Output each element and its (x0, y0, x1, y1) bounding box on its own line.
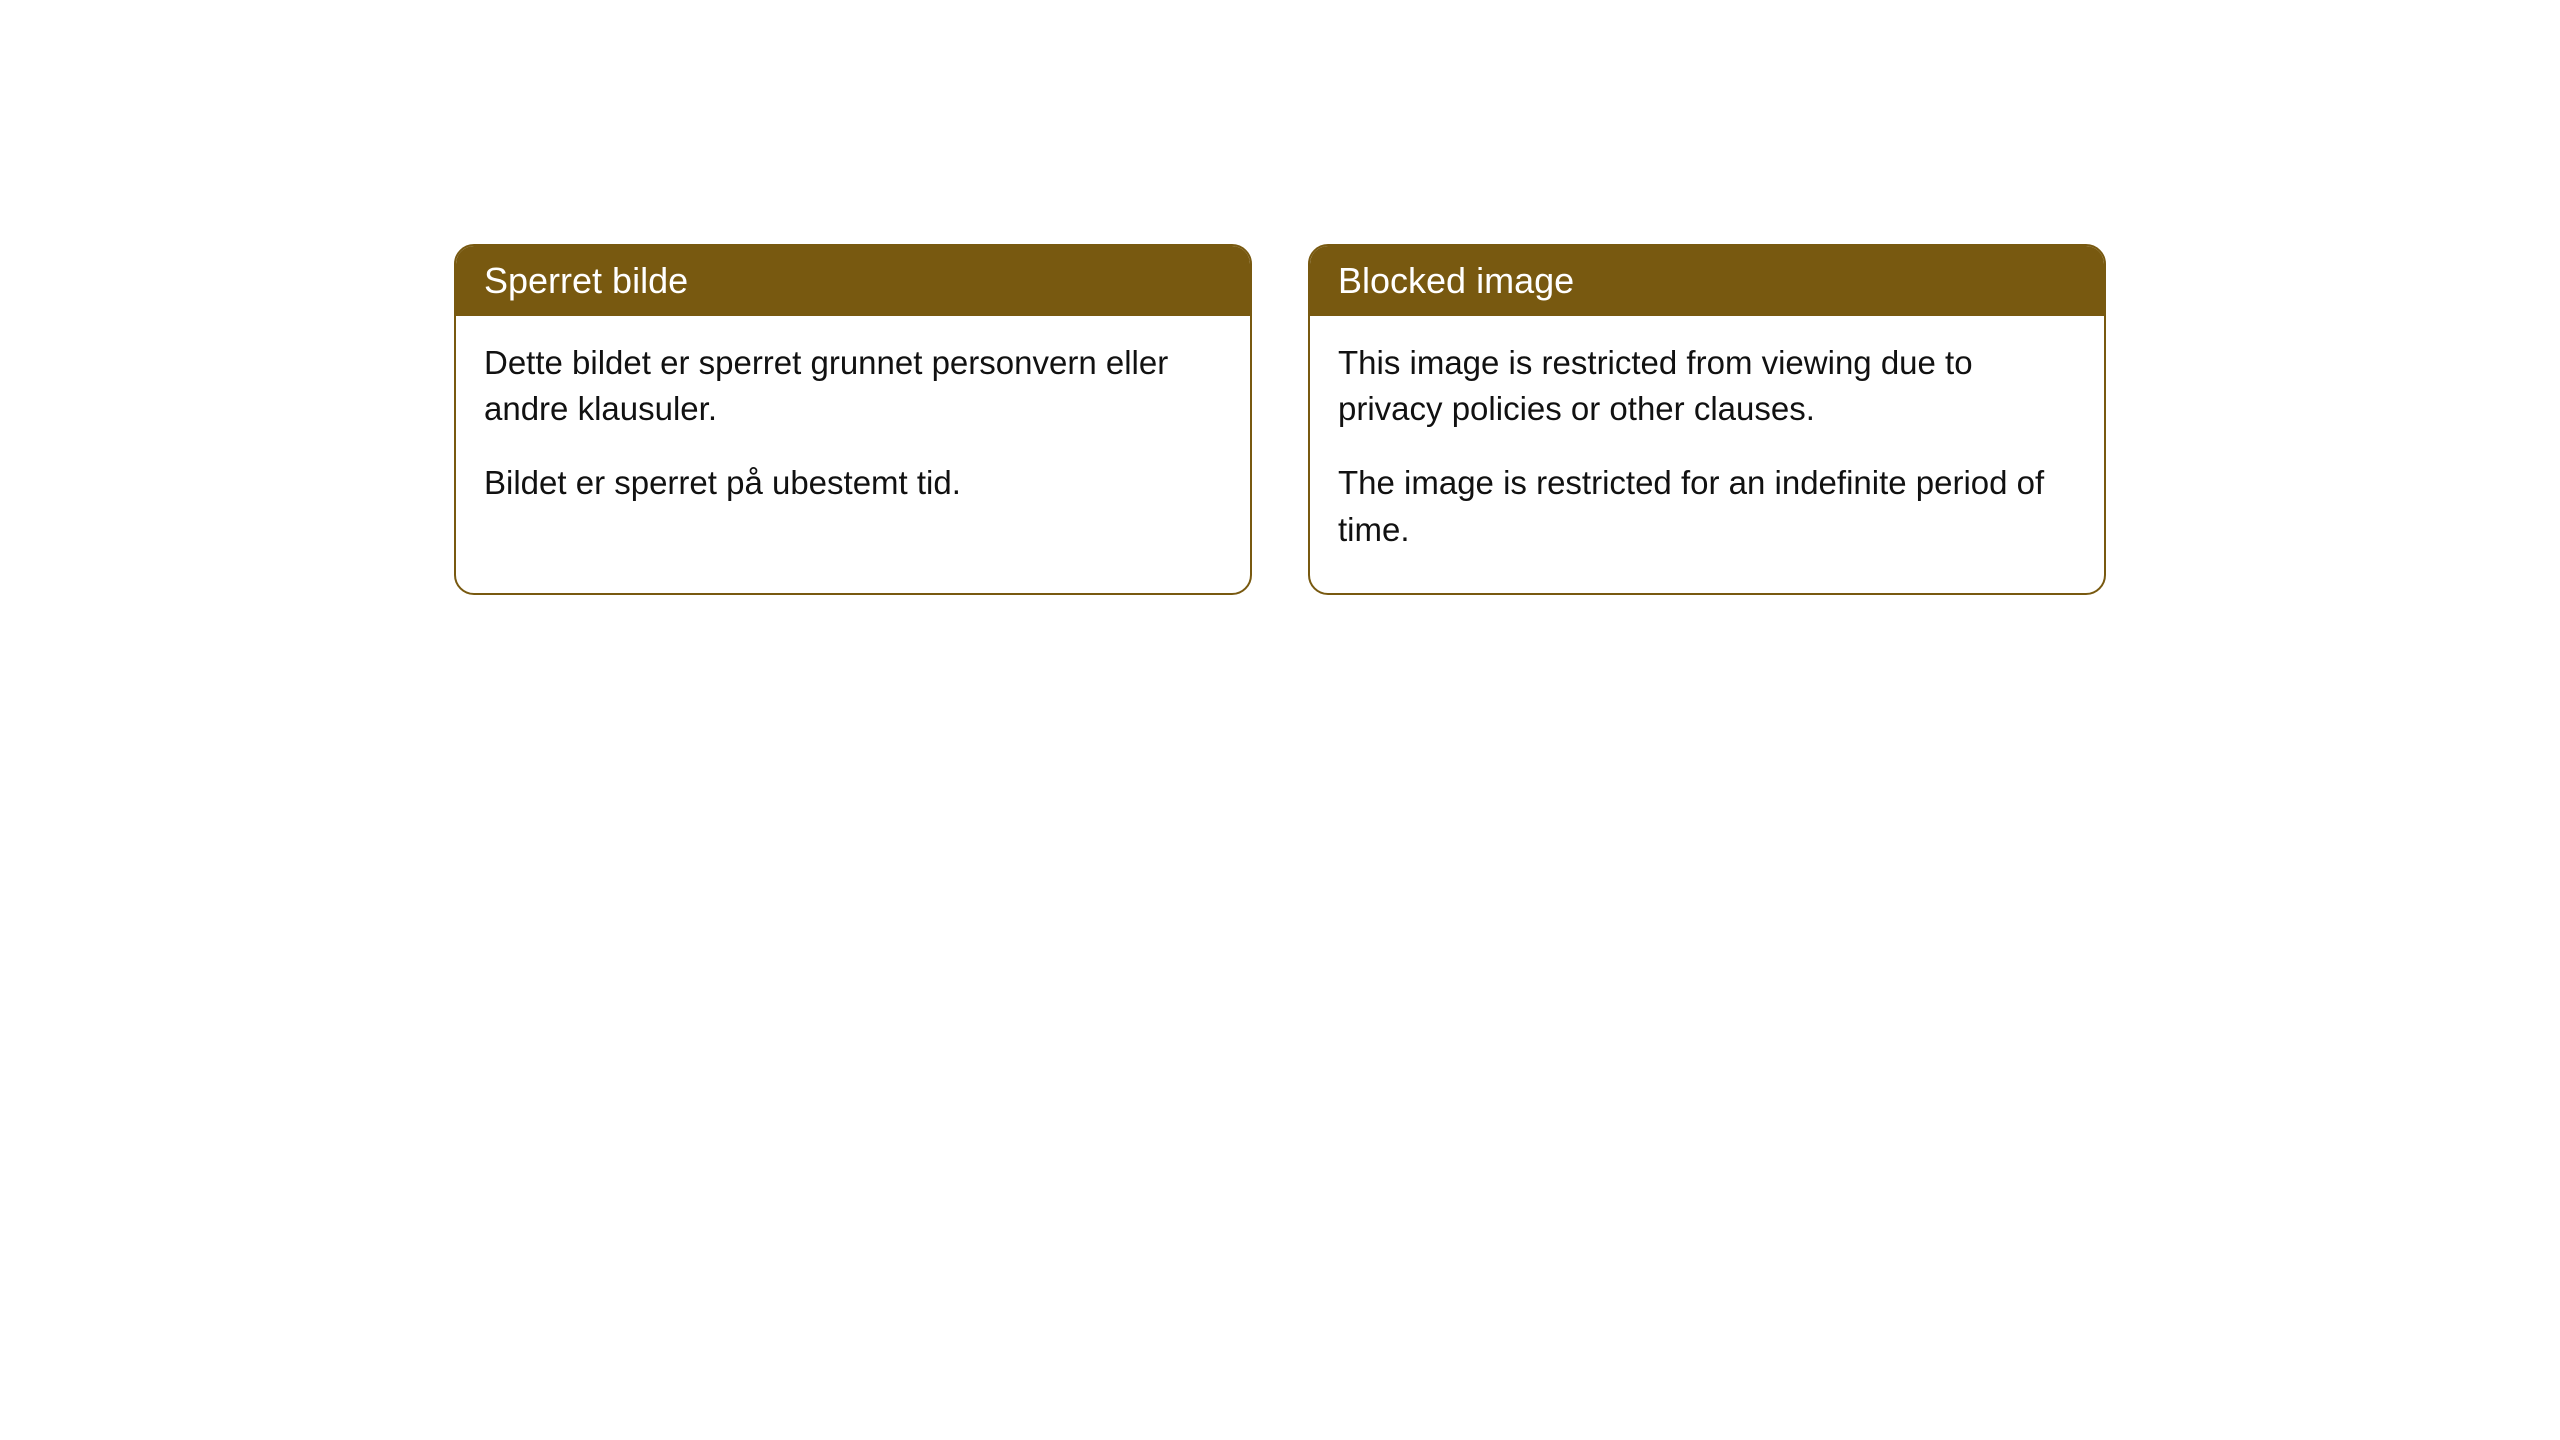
notice-card-norwegian: Sperret bilde Dette bildet er sperret gr… (454, 244, 1252, 595)
notice-card-english: Blocked image This image is restricted f… (1308, 244, 2106, 595)
card-header: Sperret bilde (456, 246, 1250, 316)
notice-paragraph: Dette bildet er sperret grunnet personve… (484, 340, 1222, 432)
notice-cards-container: Sperret bilde Dette bildet er sperret gr… (454, 244, 2106, 595)
card-body: This image is restricted from viewing du… (1310, 316, 2104, 593)
card-body: Dette bildet er sperret grunnet personve… (456, 316, 1250, 547)
notice-paragraph: This image is restricted from viewing du… (1338, 340, 2076, 432)
card-header: Blocked image (1310, 246, 2104, 316)
notice-paragraph: Bildet er sperret på ubestemt tid. (484, 460, 1222, 506)
notice-paragraph: The image is restricted for an indefinit… (1338, 460, 2076, 552)
